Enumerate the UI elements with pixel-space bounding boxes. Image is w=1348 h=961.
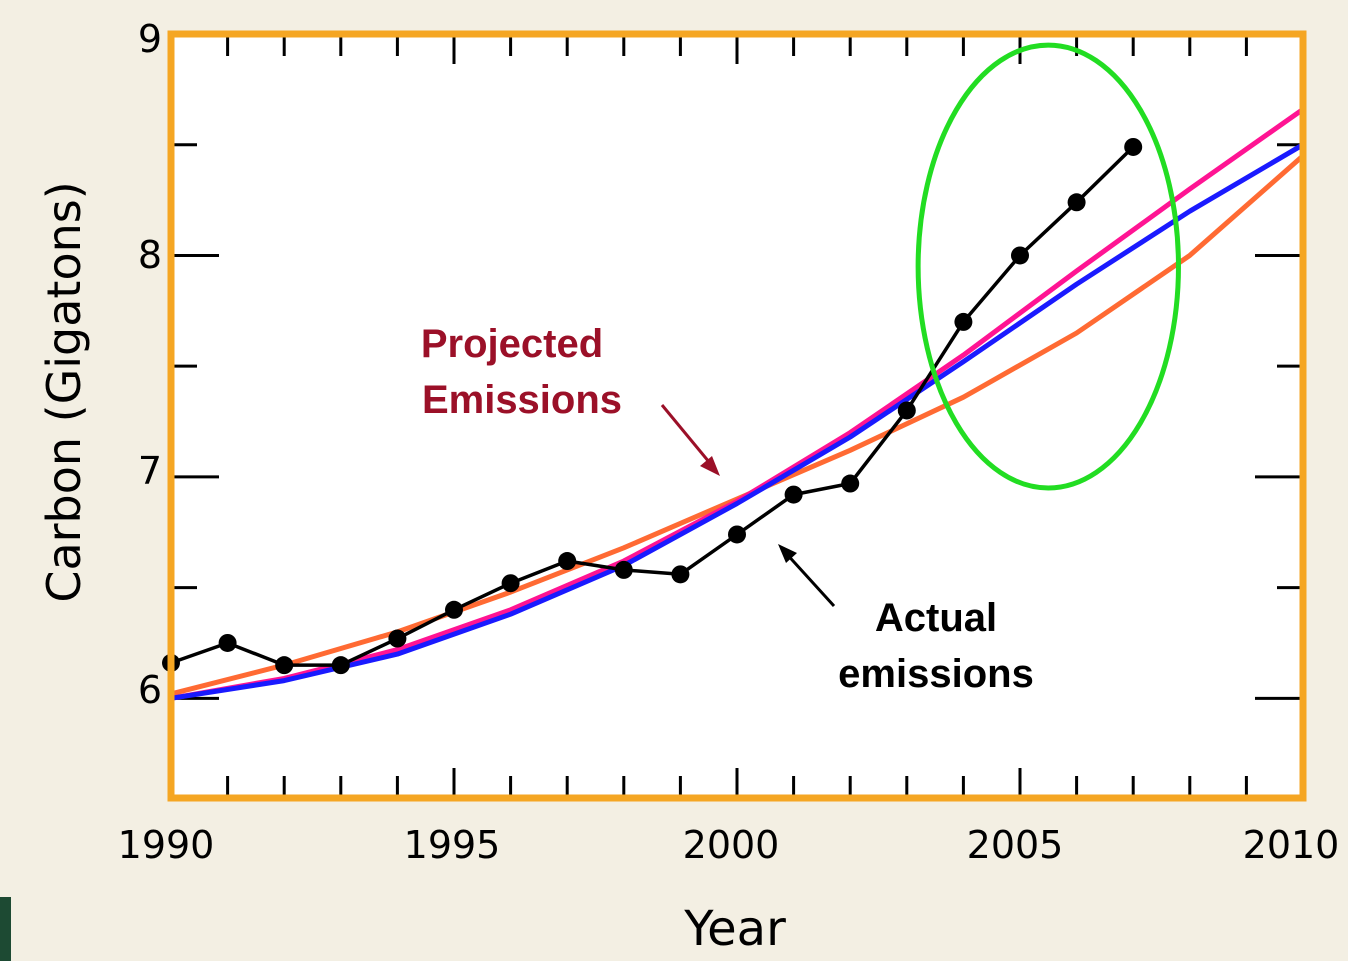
- annotation-actual: Actual: [875, 596, 997, 640]
- y-tick-label: 8: [138, 233, 162, 277]
- projected-arrow-shaft: [660, 404, 716, 469]
- actual-emissions-point: [1067, 193, 1086, 212]
- x-tick-label: 2005: [967, 823, 1064, 867]
- actual-emissions-point: [784, 485, 803, 504]
- y-tick-label: 7: [138, 449, 162, 493]
- x-axis-title: Year: [683, 901, 786, 957]
- actual-emissions-point: [445, 600, 463, 619]
- x-tick-label: 1990: [118, 823, 215, 867]
- corner-accent-bar: [0, 897, 11, 961]
- actual-emissions-point: [558, 552, 577, 571]
- highlight-ellipse: [915, 42, 1181, 491]
- actual-emissions-point: [218, 633, 237, 652]
- annotation-emissions: Emissions: [422, 378, 622, 422]
- actual-emissions-point: [1124, 137, 1143, 156]
- actual-emissions-point: [954, 312, 973, 331]
- x-tick-label: 2010: [1243, 823, 1340, 867]
- actual-emissions-point: [331, 656, 350, 675]
- x-tick-label: 1995: [404, 823, 501, 867]
- annotation-actual-emissions: emissions: [838, 652, 1034, 696]
- actual-emissions-point: [728, 525, 746, 544]
- annotation-projected: Projected: [421, 322, 603, 366]
- actual-emissions-point: [671, 565, 690, 584]
- actual-emissions-point: [841, 474, 860, 493]
- x-tick-label: 2000: [683, 823, 780, 867]
- actual-emissions-point: [275, 656, 294, 675]
- actual-arrow-shaft: [782, 549, 836, 608]
- actual-emissions-point: [614, 560, 633, 579]
- actual-emissions-point: [1011, 246, 1029, 265]
- actual-emissions-point: [501, 574, 520, 593]
- y-tick-label: 9: [138, 17, 162, 61]
- projected-arrow-head: [700, 456, 720, 476]
- plot-frame: [167, 30, 1307, 802]
- actual-arrow-head: [778, 544, 797, 563]
- projection-line-3: [168, 142, 1306, 701]
- plot-background: [171, 34, 1303, 798]
- actual-emissions-point: [897, 401, 916, 420]
- y-tick-label: 6: [138, 668, 162, 712]
- y-axis-title: Carbon (Gigatons): [37, 181, 91, 602]
- actual-emissions-line: [170, 145, 1135, 667]
- actual-emissions-point: [388, 629, 407, 648]
